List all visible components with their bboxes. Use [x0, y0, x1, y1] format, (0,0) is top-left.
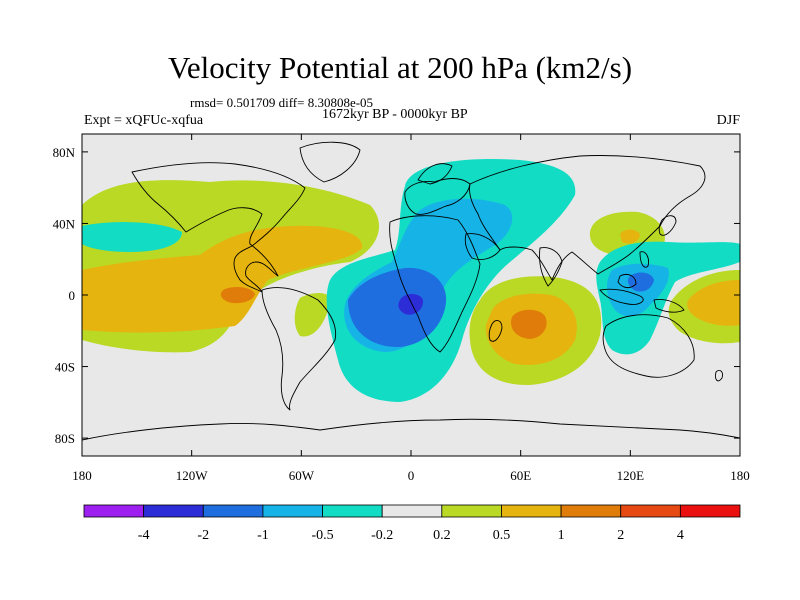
contour-negative-stronger	[398, 294, 424, 315]
x-tick-label: 60W	[289, 468, 315, 483]
contour-negative-strong	[627, 272, 654, 292]
colorbar-swatch	[83, 504, 145, 518]
coastline-europe	[404, 178, 471, 215]
x-tick-label: 180	[72, 468, 92, 483]
y-tick-label: 80N	[53, 145, 76, 160]
y-tick-label: 0	[69, 288, 76, 303]
colorbar-label: 0.5	[493, 528, 511, 543]
colorbar-label: 0.2	[433, 528, 451, 543]
contour-negative-strong	[348, 267, 447, 348]
colorbar-label: -2	[197, 528, 209, 543]
colorbar-label: 1	[558, 528, 565, 543]
colorbar-label: -0.2	[371, 528, 393, 543]
coastline-arabia	[464, 233, 501, 261]
colorbar-swatch	[560, 504, 622, 518]
colorbar-label: 4	[677, 528, 684, 543]
season-label: DJF	[716, 113, 740, 128]
colorbar-swatch	[381, 504, 443, 518]
x-tick-label: 180	[730, 468, 750, 483]
contour-negative-weak	[82, 222, 182, 252]
colorbar-label: -1	[257, 528, 269, 543]
colorbar-swatch	[620, 504, 681, 518]
period-text: 1672kyr BP - 0000kyr BP	[322, 107, 468, 122]
coastline-south-america	[261, 287, 337, 411]
contour-fill	[82, 159, 740, 402]
colorbar-swatch	[143, 504, 204, 518]
coastline-australia	[602, 314, 695, 378]
colorbar-label: -0.5	[311, 528, 333, 543]
axis-ticks: 180 120W 60W 0 60E 120E 180 80N 40N 0 40S 80S	[53, 134, 750, 483]
coastline-new-guinea	[653, 299, 685, 313]
coastline-scandinavia	[417, 163, 453, 185]
y-tick-label: 40N	[53, 216, 76, 231]
colorbar-swatch	[322, 504, 383, 518]
coastline-japan	[658, 215, 677, 236]
coastline-north-america	[131, 162, 306, 293]
coastlines	[82, 141, 740, 441]
coastline-madagascar	[488, 320, 503, 342]
coastline-new-zealand	[715, 369, 723, 382]
y-tick-label: 40S	[55, 360, 75, 375]
coastline-greenland	[299, 141, 361, 183]
contour-positive-mid	[82, 225, 363, 333]
colorbar-label: 2	[617, 528, 624, 543]
colorbar-swatch	[202, 504, 264, 518]
coastline-africa	[389, 215, 481, 353]
coastline-indonesia	[599, 288, 644, 305]
stats-text: rmsd= 0.501709 diff= 8.30808e-05	[190, 95, 374, 110]
x-tick-label: 120E	[617, 468, 645, 483]
colorbar-label: -4	[138, 528, 150, 543]
colorbar-swatch	[441, 504, 502, 518]
colorbar-swatch	[262, 504, 323, 518]
coastline-philippines	[639, 251, 649, 268]
colorbar-swatch	[501, 504, 562, 518]
y-tick-label: 80S	[55, 431, 75, 446]
contour-positive-mid	[620, 229, 640, 244]
x-tick-label: 60E	[510, 468, 531, 483]
coastline-india	[539, 247, 563, 287]
x-tick-label: 120W	[176, 468, 209, 483]
contour-positive-strong	[510, 309, 547, 339]
coastline-asia	[469, 155, 706, 281]
map-title: Velocity Potential at 200 hPa (km2/s)	[167, 50, 633, 85]
colorbar: -4 -2 -1 -0.5 -0.2 0.2 0.5 1 2 4	[83, 504, 741, 543]
contour-positive-mid	[687, 280, 740, 326]
contour-positive-strong	[220, 286, 255, 304]
colorbar-swatch	[679, 504, 741, 518]
coastline-antarctica	[82, 418, 740, 441]
experiment-label: Expt = xQFUc-xqfua	[84, 113, 204, 128]
x-tick-label: 0	[408, 468, 415, 483]
coastline-borneo	[617, 273, 637, 289]
